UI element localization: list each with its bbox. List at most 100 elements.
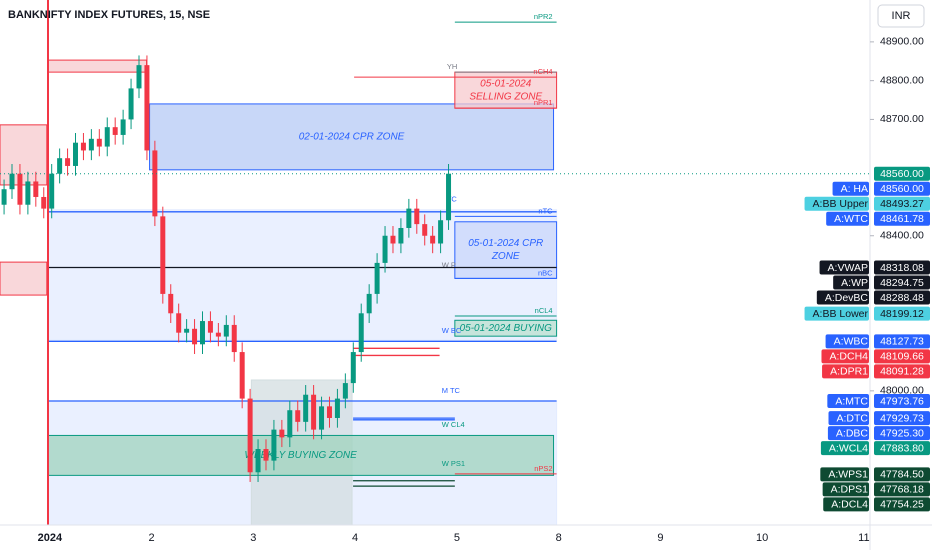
currency-button[interactable] (877, 4, 925, 28)
zone (454, 319, 558, 337)
candle-body (326, 406, 332, 418)
candle-body (438, 220, 444, 244)
candle-body (128, 88, 134, 120)
price-tag-name: A:BB Upper (813, 198, 869, 210)
price-tag-name-box (823, 497, 869, 512)
candle-body (144, 65, 150, 151)
zone (0, 261, 48, 296)
candle-body (374, 262, 380, 294)
zone (454, 221, 558, 279)
x-tick-label: 3 (250, 532, 256, 544)
candle-body (49, 173, 55, 209)
candle-body (17, 173, 23, 205)
price-tag-name-box (825, 334, 869, 349)
price-tag-name: A:DPR1 (830, 366, 868, 378)
candle-body (382, 235, 388, 263)
price-tag-value: 47929.73 (880, 412, 924, 424)
price-tag-value: 48560.00 (880, 183, 924, 195)
price-tag-name: A:VWAP (828, 262, 868, 274)
candle-body (160, 216, 166, 294)
candle-body (398, 227, 404, 244)
candle-body (414, 208, 420, 225)
candle-body (271, 429, 277, 461)
chart-title: BANKNIFTY INDEX FUTURES, 15, NSE (8, 9, 210, 21)
price-tag-name: A:WP (841, 277, 868, 289)
candle-body (207, 321, 213, 333)
candle-body (96, 138, 102, 147)
price-tag-name-box (833, 275, 869, 290)
price-tag-name: A:WCL4 (829, 442, 868, 454)
x-tick-label: 2024 (38, 532, 63, 544)
level-label: nPS2 (534, 464, 552, 473)
candle-body (9, 173, 15, 190)
candle-body (358, 313, 364, 353)
candle-body (334, 398, 340, 418)
price-tag-name: A:DTC (837, 412, 869, 424)
candle-body (33, 181, 39, 197)
price-tag-value: 47883.80 (880, 442, 924, 454)
price-tag (874, 349, 930, 364)
price-tag-name-box (804, 306, 869, 321)
level-label: nCH4 (533, 67, 552, 76)
candle-body (199, 321, 205, 345)
price-tag-name: A:WTC (834, 213, 868, 225)
price-tag-name-box (819, 260, 869, 275)
y-tick-label: 48000.00 (880, 385, 924, 397)
price-tag-value: 48461.78 (880, 213, 924, 225)
x-tick-label: 10 (756, 532, 768, 544)
price-tag-name: A:MTC (835, 395, 868, 407)
currency-label[interactable]: INR (892, 10, 911, 22)
candle-body (176, 313, 182, 333)
level-label: nPR2 (534, 12, 553, 21)
candle-body (279, 429, 285, 438)
zone (47, 59, 148, 73)
zone-label: 05-01-2024 (480, 78, 532, 89)
x-tick-label: 5 (454, 532, 460, 544)
zone-label: 05-01-2024 CPR (468, 238, 543, 249)
price-tag-value: 48199.12 (880, 308, 924, 320)
price-tag-name-box (832, 181, 869, 196)
price-tag-name-box (804, 196, 869, 211)
price-tag-value: 47754.25 (880, 499, 924, 511)
x-tick-label: 11 (858, 532, 869, 544)
price-tag (874, 334, 930, 349)
candle-body (168, 293, 174, 314)
price-tag-value: 48493.27 (880, 198, 924, 210)
price-tag (874, 411, 930, 426)
price-tag-name-box (820, 441, 869, 456)
price-tag (874, 166, 930, 181)
candle-body (73, 142, 79, 166)
candle-body (65, 158, 71, 166)
price-tag-name-box (827, 394, 869, 409)
price-tag (874, 306, 930, 321)
price-tag-name-box (828, 411, 869, 426)
candle-body (215, 332, 221, 337)
candle-body (192, 328, 198, 345)
zone (47, 434, 555, 476)
price-tag (874, 426, 930, 441)
candle-body (430, 235, 436, 244)
candle-body (1, 189, 7, 205)
price-tag-value: 48091.28 (880, 366, 924, 378)
price-tag-value: 48109.66 (880, 351, 924, 363)
y-tick-label: 48800.00 (880, 74, 924, 86)
price-tag-value: 47925.30 (880, 427, 924, 439)
price-tag-name: A:DPS1 (831, 484, 869, 496)
price-tag-name: A:WPS1 (828, 469, 868, 481)
price-tag-name-box (821, 349, 869, 364)
price-tag-name: A:DevBC (825, 292, 869, 304)
x-tick-label: 9 (657, 532, 663, 544)
price-tag-name: A:DBC (836, 427, 869, 439)
candle-body (350, 352, 356, 384)
candle-body (247, 398, 253, 473)
candle-body (184, 328, 190, 333)
price-tag-value: 47768.18 (880, 484, 924, 496)
price-tag-name: A:DCH4 (829, 351, 868, 363)
price-tag (874, 260, 930, 275)
price-tag-value: 47784.50 (880, 469, 924, 481)
x-tick-label: 4 (352, 532, 358, 544)
zone (0, 124, 48, 186)
price-tag (874, 394, 930, 409)
candle-body (446, 173, 452, 221)
price-tag (874, 275, 930, 290)
